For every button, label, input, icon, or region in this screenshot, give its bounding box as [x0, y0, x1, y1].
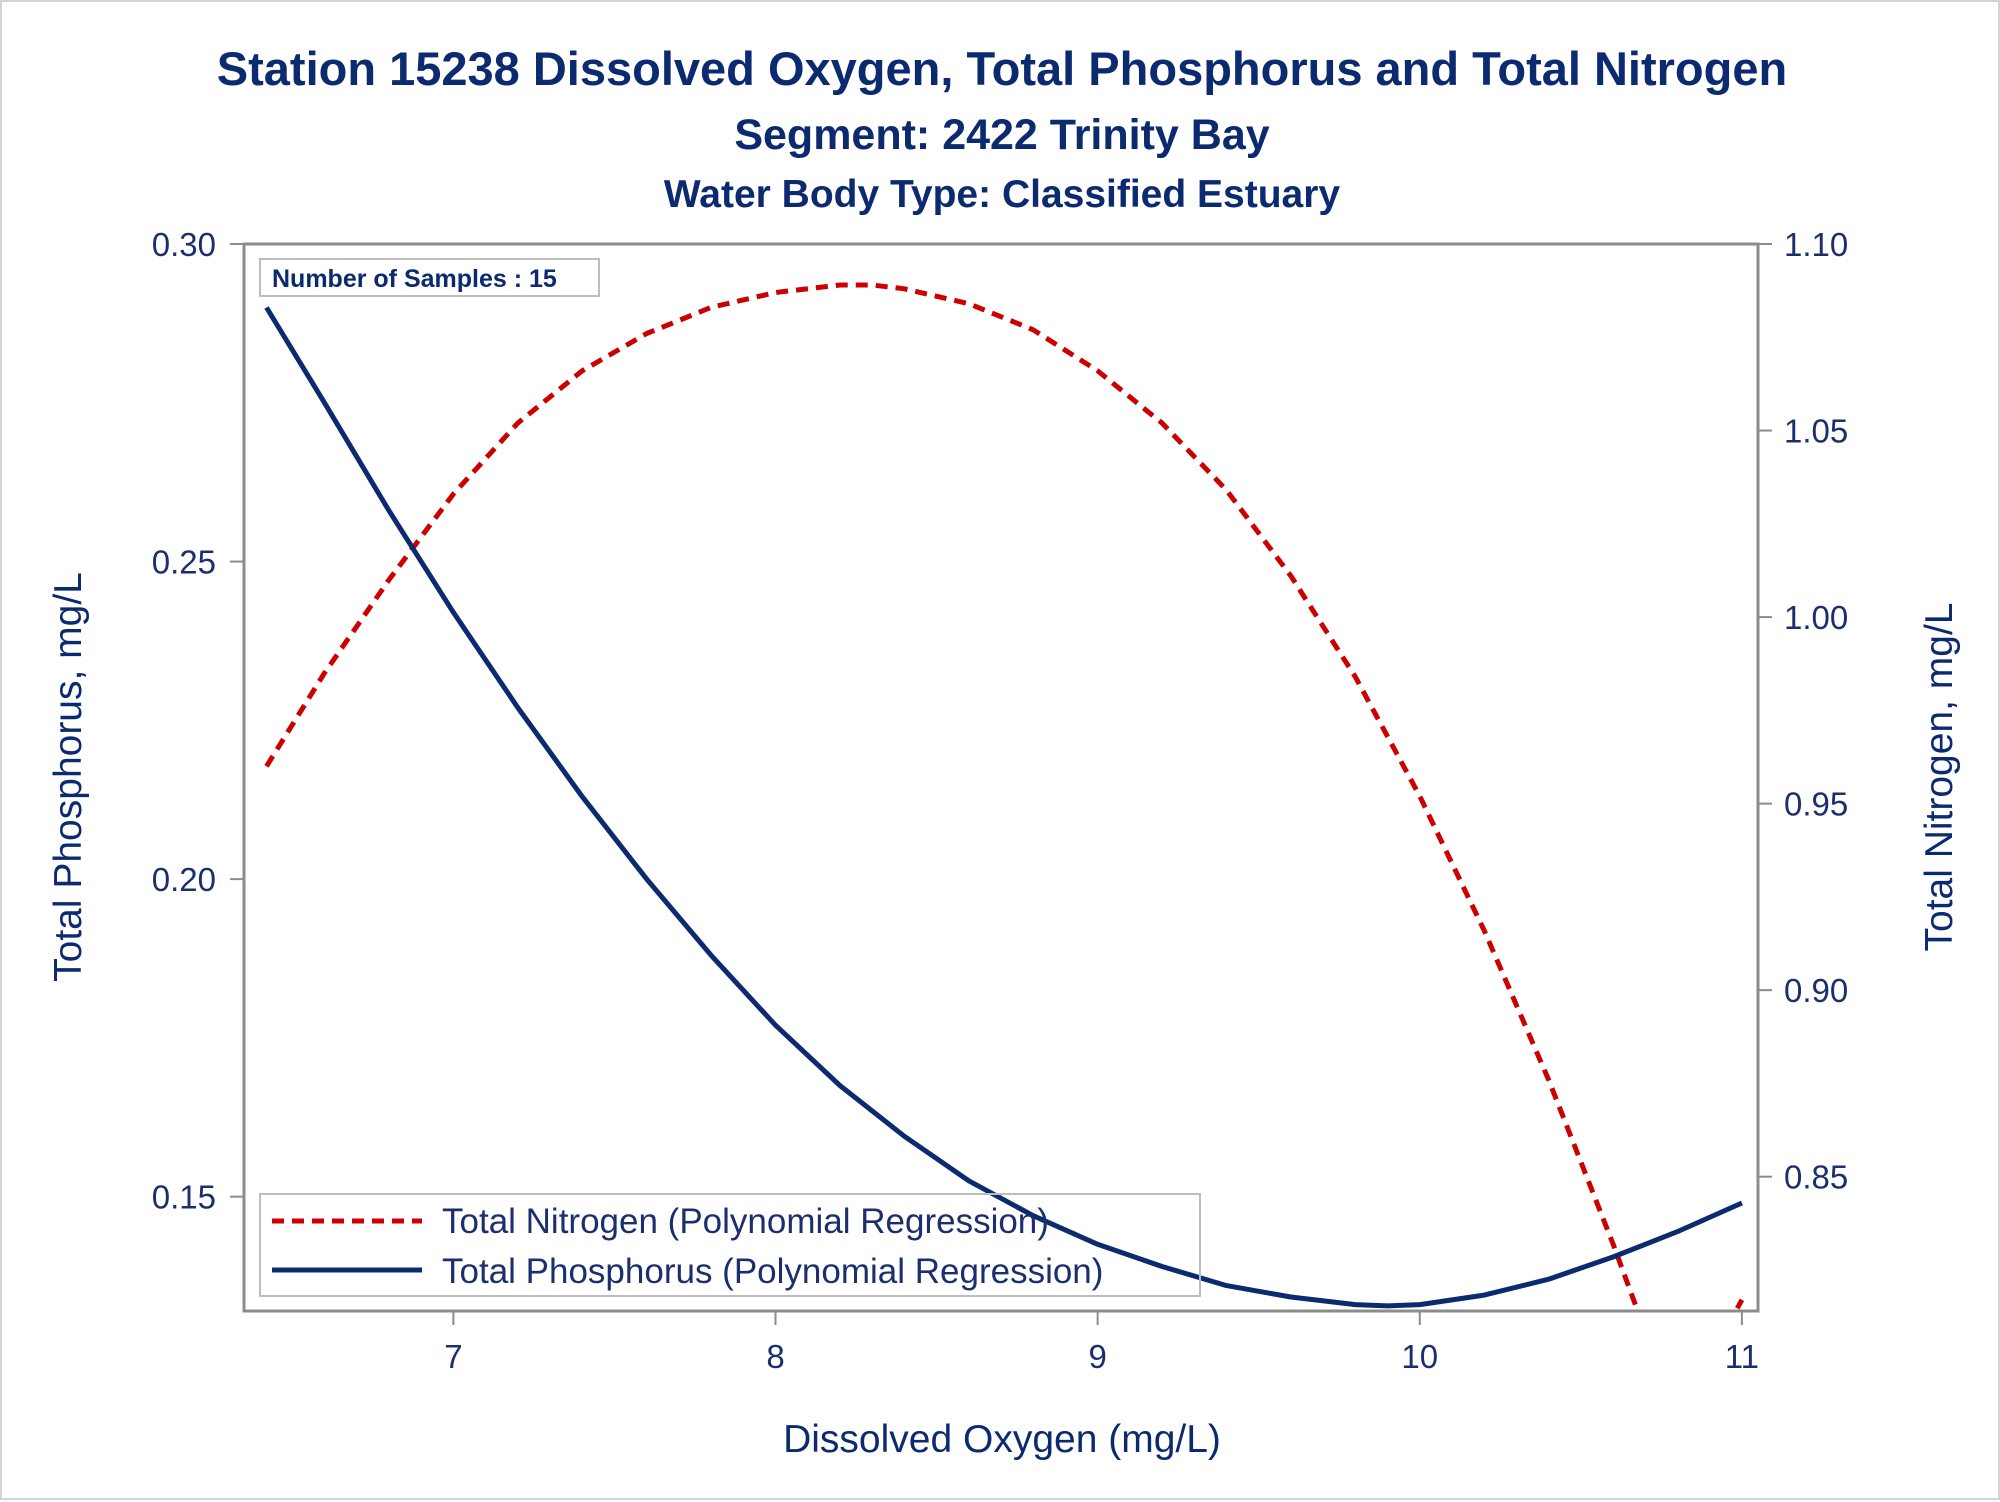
- chart-title: Station 15238 Dissolved Oxygen, Total Ph…: [217, 42, 1787, 95]
- chart-subtitle: Segment: 2422 Trinity Bay: [734, 111, 1269, 159]
- series-layer: [264, 282, 1745, 1311]
- legend: Total Nitrogen (Polynomial Regression) T…: [259, 1193, 1201, 1297]
- x-tick-label: 8: [766, 1338, 784, 1375]
- y-right-tick-label: 0.85: [1784, 1159, 1848, 1196]
- y-left-tick-label: 0.25: [152, 544, 216, 581]
- y-left-tick-label: 0.30: [152, 226, 216, 263]
- x-axis: 7 8 9 10 11: [444, 1311, 1759, 1375]
- phosphorus-series-line: [264, 306, 1743, 1309]
- y-right-tick-label: 1.00: [1784, 599, 1848, 636]
- sample-count-label: Number of Samples : 15: [272, 265, 557, 293]
- x-tick-label: 11: [1725, 1338, 1759, 1375]
- sample-count-box: Number of Samples : 15: [259, 258, 600, 297]
- x-tick-label: 7: [444, 1338, 462, 1375]
- y-right-tick-label: 0.90: [1784, 972, 1848, 1009]
- y-axis-left: 0.15 0.20 0.25 0.30: [152, 226, 244, 1216]
- legend-box: [259, 1193, 1201, 1297]
- plot-area: [242, 242, 1760, 1313]
- x-tick-label: 10: [1401, 1338, 1438, 1375]
- y-axis-left-label: Total Phosphorus, mg/L: [47, 572, 90, 982]
- nitrogen-series-line: [264, 282, 1745, 1311]
- x-axis-label: Dissolved Oxygen (mg/L): [783, 1418, 1221, 1461]
- legend-label-nitrogen: Total Nitrogen (Polynomial Regression): [442, 1202, 1049, 1241]
- x-tick-label: 9: [1088, 1338, 1106, 1375]
- y-right-tick-label: 0.95: [1784, 786, 1848, 823]
- y-axis-right-label: Total Nitrogen, mg/L: [1918, 602, 1961, 951]
- legend-label-phosphorus: Total Phosphorus (Polynomial Regression): [442, 1252, 1103, 1291]
- y-right-tick-label: 1.05: [1784, 413, 1848, 450]
- y-right-tick-label: 1.10: [1784, 226, 1848, 263]
- y-axis-right: 0.85 0.90 0.95 1.00 1.05 1.10: [1758, 226, 1848, 1196]
- chart-subtitle-2: Water Body Type: Classified Estuary: [664, 173, 1340, 216]
- y-left-tick-label: 0.15: [152, 1179, 216, 1216]
- y-left-tick-label: 0.20: [152, 861, 216, 898]
